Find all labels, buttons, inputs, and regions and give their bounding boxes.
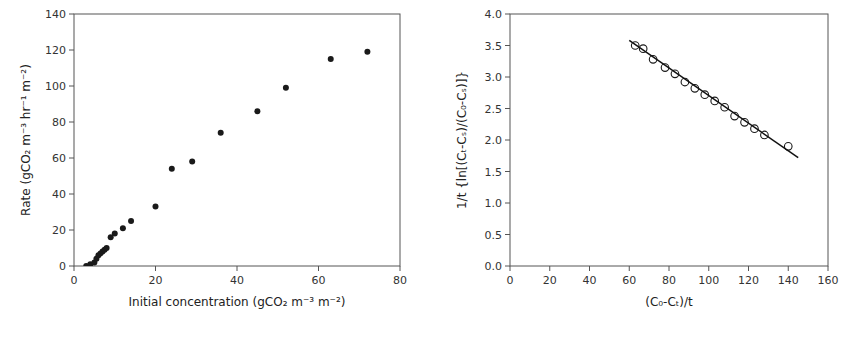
y-tick bbox=[505, 14, 510, 15]
marks bbox=[83, 49, 370, 266]
scatter-point bbox=[254, 108, 260, 114]
axes: 0 20 40 60 80 100 120 140 160 0.0 0.5 1.0 1.5 2.0 2.5 3… bbox=[485, 8, 839, 287]
y-tick-label: 0.0 bbox=[485, 260, 503, 273]
x-tick bbox=[669, 266, 670, 271]
x-tick-label: 80 bbox=[393, 274, 407, 287]
x-axis-label: (C₀-Cₜ)/t bbox=[645, 295, 693, 309]
x-tick bbox=[74, 266, 75, 271]
y-axis-label: Rate (gCO₂ m⁻³ hr⁻¹ m⁻²) bbox=[19, 64, 33, 216]
y-tick bbox=[69, 230, 74, 231]
plot-background bbox=[510, 14, 828, 266]
regression-line bbox=[629, 40, 798, 157]
scatter-point bbox=[169, 166, 175, 172]
x-tick-label: 80 bbox=[662, 274, 676, 287]
y-tick-label: 20 bbox=[52, 224, 66, 237]
x-tick-label: 100 bbox=[698, 274, 719, 287]
chart-panel: 0 20 40 60 80 100 120 140 160 0.0 0.5 1.0 1.5 2.0 2.5 3… bbox=[455, 8, 839, 309]
x-tick bbox=[828, 266, 829, 271]
x-tick-label: 160 bbox=[818, 274, 839, 287]
y-tick-label: 80 bbox=[52, 116, 66, 129]
x-tick-label: 140 bbox=[778, 274, 799, 287]
y-tick-label: 120 bbox=[45, 44, 66, 57]
x-tick bbox=[237, 266, 238, 271]
x-tick bbox=[748, 266, 749, 271]
marks bbox=[629, 40, 798, 157]
y-tick bbox=[505, 171, 510, 172]
y-tick-label: 60 bbox=[52, 152, 66, 165]
x-tick-label: 20 bbox=[543, 274, 557, 287]
scatter-point bbox=[328, 56, 334, 62]
y-tick-label: 3.0 bbox=[485, 71, 503, 84]
x-axis-label: Initial concentration (gCO₂ m⁻³ m⁻²) bbox=[129, 295, 346, 309]
scatter-point bbox=[128, 218, 134, 224]
y-tick-label: 2.0 bbox=[485, 134, 503, 147]
x-tick bbox=[708, 266, 709, 271]
x-tick-label: 20 bbox=[149, 274, 163, 287]
y-tick bbox=[69, 194, 74, 195]
y-tick-label: 4.0 bbox=[485, 8, 503, 21]
y-tick bbox=[505, 140, 510, 141]
chart-panel: 0 20 40 60 80 0 20 40 60 80 100 120 140 Initial conce… bbox=[19, 8, 407, 309]
y-tick bbox=[69, 14, 74, 15]
x-tick bbox=[400, 266, 401, 271]
y-tick bbox=[505, 234, 510, 235]
y-tick bbox=[69, 86, 74, 87]
plot-frame bbox=[510, 14, 828, 266]
x-tick-label: 40 bbox=[583, 274, 597, 287]
y-tick-label: 2.5 bbox=[485, 103, 503, 116]
x-tick bbox=[510, 266, 511, 271]
y-tick bbox=[69, 266, 74, 267]
plot-frame bbox=[74, 14, 400, 266]
scatter-point bbox=[283, 85, 289, 91]
y-tick bbox=[505, 266, 510, 267]
x-tick bbox=[155, 266, 156, 271]
x-tick-label: 0 bbox=[71, 274, 78, 287]
y-tick bbox=[505, 108, 510, 109]
y-tick bbox=[505, 203, 510, 204]
y-tick bbox=[505, 45, 510, 46]
x-tick bbox=[318, 266, 319, 271]
y-tick-label: 1.5 bbox=[485, 166, 503, 179]
y-axis-label: 1/t {ln[(Cₜ-Cₛ)/(C₀-Cₛ)]} bbox=[455, 71, 469, 209]
y-tick bbox=[69, 122, 74, 123]
x-tick-label: 120 bbox=[738, 274, 759, 287]
scatter-point bbox=[218, 130, 224, 136]
y-tick bbox=[69, 50, 74, 51]
y-tick-label: 100 bbox=[45, 80, 66, 93]
scatter-point bbox=[189, 159, 195, 165]
axes: 0 20 40 60 80 0 20 40 60 80 100 120 140 bbox=[45, 8, 407, 287]
scatter-point bbox=[153, 204, 159, 210]
x-tick-label: 0 bbox=[507, 274, 514, 287]
x-tick-label: 60 bbox=[622, 274, 636, 287]
x-tick bbox=[629, 266, 630, 271]
scatter-point bbox=[364, 49, 370, 55]
y-tick-label: 140 bbox=[45, 8, 66, 21]
y-tick-label: 40 bbox=[52, 188, 66, 201]
chart-canvas: 0 20 40 60 80 0 20 40 60 80 100 120 140 Initial conce… bbox=[0, 0, 844, 337]
scatter-point bbox=[120, 225, 126, 231]
y-tick-label: 1.0 bbox=[485, 197, 503, 210]
x-tick bbox=[788, 266, 789, 271]
y-tick-label: 0.5 bbox=[485, 229, 503, 242]
y-tick bbox=[69, 158, 74, 159]
scatter-point bbox=[104, 245, 110, 251]
x-tick-label: 40 bbox=[230, 274, 244, 287]
y-tick-label: 3.5 bbox=[485, 40, 503, 53]
y-tick bbox=[505, 77, 510, 78]
scatter-point bbox=[112, 231, 118, 237]
x-tick bbox=[549, 266, 550, 271]
x-tick bbox=[589, 266, 590, 271]
x-tick-label: 60 bbox=[312, 274, 326, 287]
y-tick-label: 0 bbox=[59, 260, 66, 273]
plot-background bbox=[74, 14, 400, 266]
